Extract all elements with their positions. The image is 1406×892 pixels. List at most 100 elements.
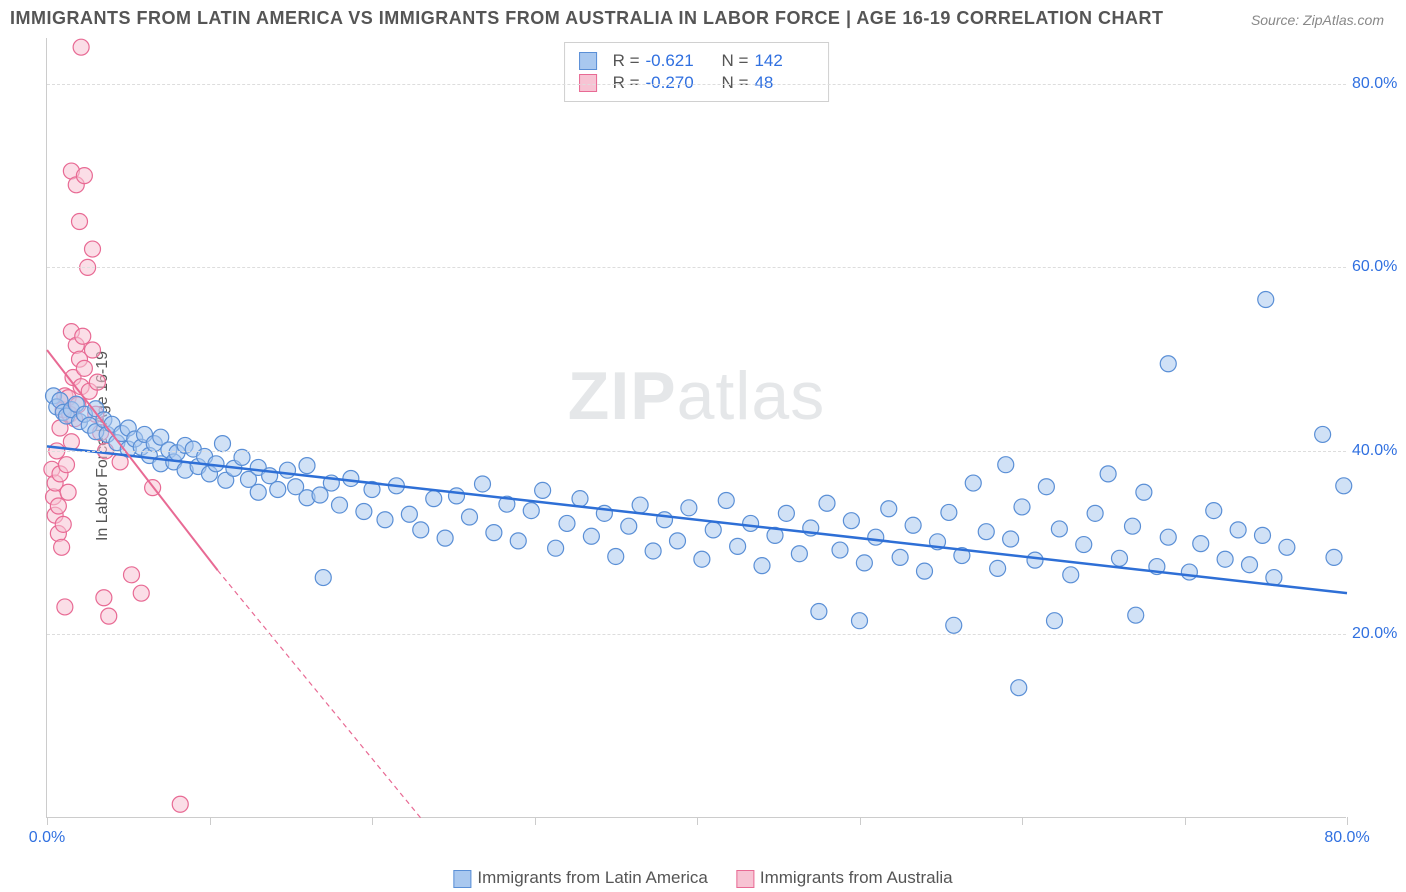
data-point xyxy=(85,241,101,257)
data-point xyxy=(905,517,921,533)
data-point xyxy=(1230,522,1246,538)
data-point xyxy=(510,533,526,549)
data-point xyxy=(101,608,117,624)
data-point xyxy=(1206,503,1222,519)
trend-line xyxy=(47,446,1347,593)
data-point xyxy=(1112,550,1128,566)
x-tick xyxy=(860,817,861,825)
legend-label: Immigrants from Australia xyxy=(760,868,953,887)
data-point xyxy=(941,504,957,520)
data-point xyxy=(868,529,884,545)
x-tick xyxy=(1185,817,1186,825)
data-point xyxy=(1087,505,1103,521)
data-point xyxy=(76,168,92,184)
data-point xyxy=(75,328,91,344)
y-tick-label: 20.0% xyxy=(1352,625,1406,643)
data-point xyxy=(1326,549,1342,565)
data-point xyxy=(315,570,331,586)
data-point xyxy=(852,613,868,629)
data-point xyxy=(1279,539,1295,555)
data-point xyxy=(449,488,465,504)
correlation-legend: R = -0.621N = 142R = -0.270N = 48 xyxy=(564,42,830,102)
data-point xyxy=(250,484,266,500)
data-point xyxy=(270,481,286,497)
data-point xyxy=(133,585,149,601)
y-tick-label: 60.0% xyxy=(1352,258,1406,276)
n-value: 142 xyxy=(754,51,814,71)
data-point xyxy=(1242,557,1258,573)
data-point xyxy=(96,590,112,606)
legend-swatch xyxy=(579,52,597,70)
data-point xyxy=(1051,521,1067,537)
data-point xyxy=(1047,613,1063,629)
x-tick xyxy=(47,817,48,825)
x-tick xyxy=(535,817,536,825)
data-point xyxy=(1076,537,1092,553)
data-point xyxy=(1011,680,1027,696)
data-point xyxy=(60,484,76,500)
data-point xyxy=(413,522,429,538)
legend-item: Immigrants from Latin America xyxy=(453,868,708,888)
data-point xyxy=(608,548,624,564)
data-point xyxy=(50,498,66,514)
data-point xyxy=(76,360,92,376)
data-point xyxy=(730,538,746,554)
plot-area: ZIPatlas R = -0.621N = 142R = -0.270N = … xyxy=(46,38,1346,818)
data-point xyxy=(1193,536,1209,552)
chart-container: IMMIGRANTS FROM LATIN AMERICA VS IMMIGRA… xyxy=(0,0,1406,892)
data-point xyxy=(881,501,897,517)
trend-line xyxy=(218,570,421,818)
data-point xyxy=(1003,531,1019,547)
data-point xyxy=(791,546,807,562)
data-point xyxy=(1336,478,1352,494)
correlation-row: R = -0.621N = 142 xyxy=(579,51,815,71)
data-point xyxy=(1063,567,1079,583)
x-tick-label-right: 80.0% xyxy=(1324,829,1369,847)
data-point xyxy=(89,374,105,390)
chart-svg xyxy=(47,38,1346,817)
data-point xyxy=(280,462,296,478)
y-tick-label: 40.0% xyxy=(1352,442,1406,460)
data-point xyxy=(621,518,637,534)
data-point xyxy=(426,491,442,507)
series-legend: Immigrants from Latin America Immigrants … xyxy=(453,868,952,888)
data-point xyxy=(172,796,188,812)
data-point xyxy=(1258,292,1274,308)
n-label: N = xyxy=(722,51,749,71)
data-point xyxy=(1315,426,1331,442)
data-point xyxy=(705,522,721,538)
data-point xyxy=(475,476,491,492)
data-point xyxy=(343,470,359,486)
data-point xyxy=(73,39,89,55)
data-point xyxy=(843,513,859,529)
data-point xyxy=(1255,527,1271,543)
data-point xyxy=(1160,356,1176,372)
gridline xyxy=(47,634,1346,635)
data-point xyxy=(965,475,981,491)
gridline xyxy=(47,451,1346,452)
chart-title: IMMIGRANTS FROM LATIN AMERICA VS IMMIGRA… xyxy=(10,8,1164,29)
r-value: -0.621 xyxy=(646,51,706,71)
legend-item: Immigrants from Australia xyxy=(736,868,953,888)
data-point xyxy=(559,515,575,531)
gridline xyxy=(47,84,1346,85)
data-point xyxy=(811,604,827,620)
source-attribution: Source: ZipAtlas.com xyxy=(1251,12,1384,28)
data-point xyxy=(437,530,453,546)
data-point xyxy=(1014,499,1030,515)
data-point xyxy=(892,549,908,565)
data-point xyxy=(1125,518,1141,534)
data-point xyxy=(856,555,872,571)
data-point xyxy=(583,528,599,544)
data-point xyxy=(401,506,417,522)
data-point xyxy=(832,542,848,558)
legend-label: Immigrants from Latin America xyxy=(477,868,708,887)
data-point xyxy=(215,436,231,452)
data-point xyxy=(1217,551,1233,567)
data-point xyxy=(299,458,315,474)
data-point xyxy=(819,495,835,511)
x-tick xyxy=(697,817,698,825)
data-point xyxy=(645,543,661,559)
data-point xyxy=(462,509,478,525)
x-tick xyxy=(372,817,373,825)
